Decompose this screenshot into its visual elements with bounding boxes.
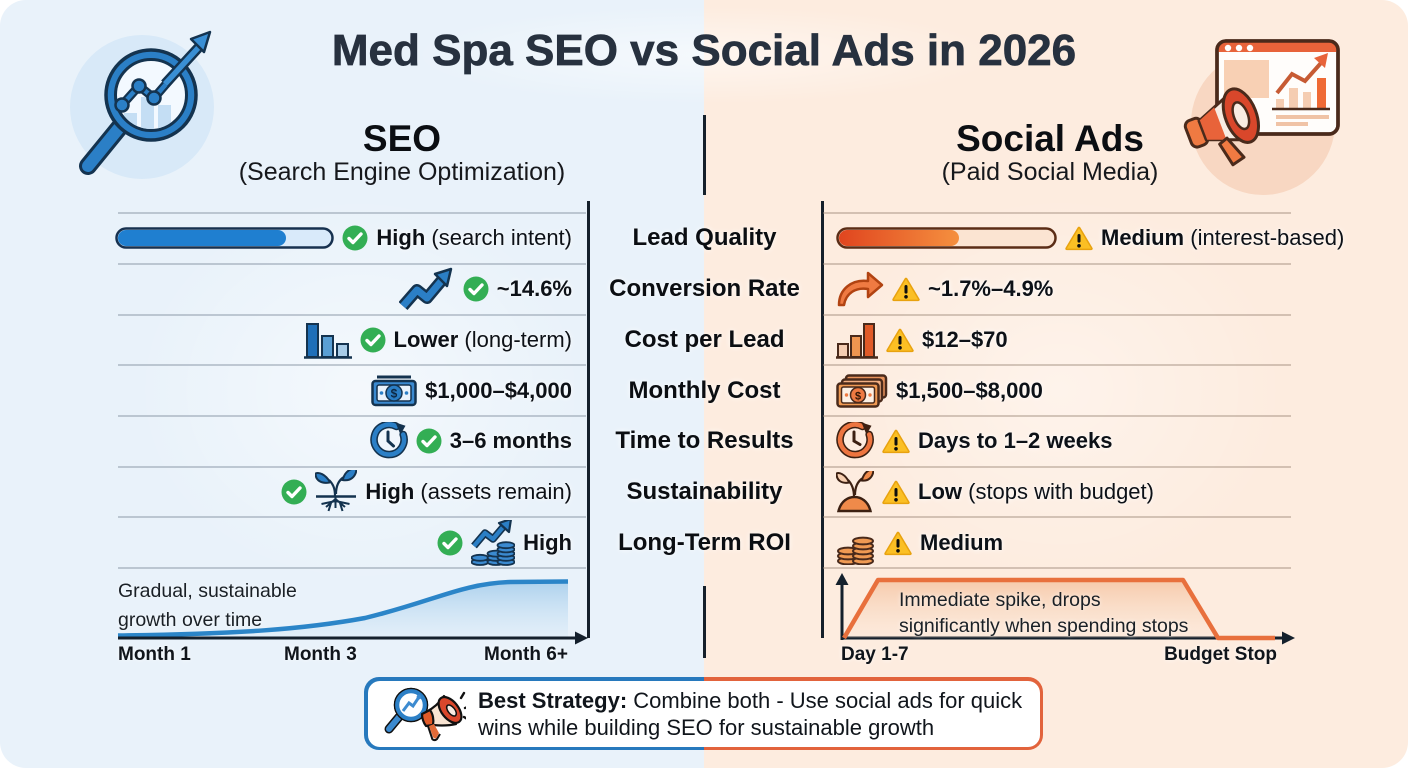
svg-text:$: $ <box>855 391 861 403</box>
svg-text:$: $ <box>391 387 398 401</box>
